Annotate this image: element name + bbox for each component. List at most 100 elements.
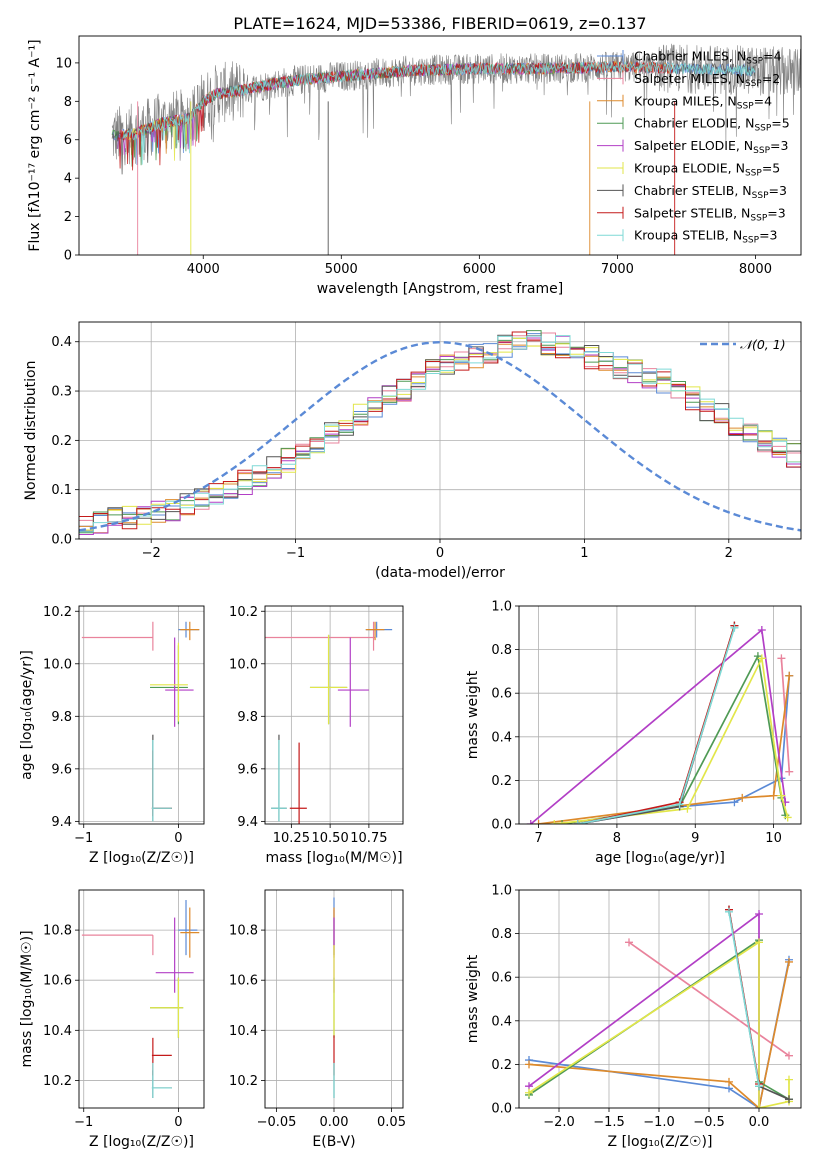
y-tick-label: 1.0 [491, 600, 512, 615]
mass-vs-ebv-frame [264, 889, 404, 1109]
legend-entry: Chabrier STELIB, NSSP=3 [634, 183, 787, 201]
normal-curve [79, 340, 801, 532]
x-tick-label: 4000 [187, 262, 220, 277]
weight-marker [534, 820, 543, 824]
weight-vs-age-frame [518, 605, 802, 825]
x-tick-label: 1 [580, 546, 588, 561]
weight-marker [785, 957, 793, 966]
mass-vs-z-axes: −1 0 10.2 10.4 10.6 10.8 Z [log₁₀(Z/Z☉)] mass [… [19, 889, 205, 1150]
observed-spectrum [111, 43, 801, 166]
y-tick-label: 0.4 [51, 335, 72, 350]
weight-marker [675, 800, 684, 809]
x-tick-label: 0 [436, 546, 444, 561]
y-tick-label: 10.8 [43, 924, 72, 939]
weight-marker [755, 909, 763, 918]
weight-line-chabrier-stelib [577, 625, 736, 824]
weight-marker [785, 671, 794, 680]
weight-marker [777, 654, 786, 663]
weight-marker [755, 1082, 763, 1091]
y-tick-label: 0.8 [491, 643, 512, 658]
histogram-chabrier-elodie [79, 330, 801, 534]
y-axis-label: Normed distribution [23, 361, 39, 501]
weight-marker [755, 1104, 763, 1108]
weight-marker [783, 813, 792, 822]
y-axis-label: Flux [fλ10⁻¹⁷ erg cm⁻² s⁻¹ A⁻¹] [27, 39, 43, 251]
x-tick-label: 10.25 [273, 831, 310, 846]
x-tick-label: 8 [613, 831, 621, 846]
x-tick-label: 6000 [463, 262, 496, 277]
y-tick-label: 9.6 [237, 762, 258, 777]
age-vs-mass-plot-area [265, 621, 393, 824]
x-tick-label: 0.0 [749, 1115, 770, 1130]
legend-entry: Kroupa STELIB, NSSP=3 [634, 228, 778, 246]
y-tick-label: 0.4 [491, 1014, 512, 1029]
legend-entry: 𝒩(0, 1) [740, 337, 786, 352]
y-tick-label: 0.2 [491, 1058, 512, 1073]
x-axis-label: (data-model)/error [375, 565, 505, 581]
histogram-kroupa-stelib [79, 335, 801, 533]
y-tick-label: 10.6 [229, 974, 258, 989]
weight-marker [738, 793, 747, 802]
mass-vs-z-plot-area [81, 900, 200, 1098]
weight-marker [526, 820, 535, 824]
weight-vs-z-plot-area [525, 905, 793, 1108]
y-tick-label: 0.6 [491, 687, 512, 702]
y-tick-label: 6 [64, 133, 72, 148]
y-tick-label: 2 [64, 210, 72, 225]
weight-marker [525, 1060, 533, 1069]
x-tick-label: −0.5 [693, 1115, 725, 1130]
x-tick-label: −1.0 [643, 1115, 675, 1130]
y-tick-label: 10.2 [229, 605, 258, 620]
weight-marker [725, 1077, 733, 1086]
y-tick-label: 10.2 [229, 1074, 258, 1089]
spectrum-frame [78, 35, 802, 256]
weight-marker [683, 804, 692, 813]
mass-vs-ebv-axes: −0.05 0.00 0.05 10.2 10.4 10.6 10.8 E(B-V) [229, 889, 406, 1150]
x-axis-label: mass [log₁₀(M/M☉)] [265, 850, 402, 866]
x-tick-label: 7000 [601, 262, 634, 277]
y-tick-label: 10.6 [43, 974, 72, 989]
x-tick-label: −2 [142, 546, 161, 561]
weight-line-chabrier-elodie [561, 653, 787, 824]
x-axis-label: age [log₁₀(age/yr)] [595, 850, 725, 866]
y-tick-label: 10.0 [43, 657, 72, 672]
y-axis-label: age [log₁₀(age/yr)] [19, 650, 35, 780]
y-tick-label: 9.6 [51, 762, 72, 777]
x-tick-label: 9 [691, 831, 699, 846]
x-tick-label: 10.75 [350, 831, 387, 846]
y-tick-label: 0.6 [491, 971, 512, 986]
weight-line-salpeter-miles [780, 658, 791, 772]
y-tick-label: 0.0 [491, 1102, 512, 1117]
x-axis-label: Z [log₁₀(Z/Z☉)] [608, 1134, 713, 1150]
x-tick-label: −1 [74, 1115, 93, 1130]
x-tick-label: 10.50 [312, 831, 349, 846]
age-vs-z-plot-area [81, 621, 200, 822]
weight-marker [757, 625, 766, 634]
x-tick-label: 7 [534, 831, 542, 846]
weight-marker [757, 654, 766, 663]
weight-marker [785, 1095, 793, 1104]
y-tick-label: 0 [64, 249, 72, 264]
y-tick-label: 10.4 [229, 1024, 258, 1039]
x-tick-label: −2.0 [543, 1115, 575, 1130]
age-vs-z-frame [78, 605, 205, 825]
weight-marker [777, 791, 786, 800]
y-tick-label: 4 [64, 172, 72, 187]
y-tick-label: 0.0 [491, 818, 512, 833]
age-vs-mass-axes: 10.25 10.50 10.75 9.4 9.6 9.8 10.0 10.2 mass [lo… [229, 605, 404, 866]
y-tick-label: 0.8 [491, 927, 512, 942]
y-tick-label: 0.2 [51, 434, 72, 449]
y-tick-label: 1.0 [491, 884, 512, 899]
weight-marker [573, 820, 582, 824]
weight-marker [558, 820, 567, 824]
weight-line-kroupa-stelib [577, 627, 736, 824]
histogram-plot-area [79, 330, 801, 535]
y-axis-label: mass [log₁₀(M/M☉)] [19, 930, 35, 1067]
x-axis-label: Z [log₁₀(Z/Z☉)] [89, 1134, 194, 1150]
legend-entry: Chabrier MILES, NSSP=4 [634, 49, 782, 67]
x-tick-label: 0 [174, 831, 182, 846]
y-tick-label: 10 [55, 56, 72, 71]
weight-marker [525, 1088, 533, 1097]
histogram-axes: −2 −1 0 1 2 0.0 0.1 0.2 0.3 0.4 (data-model)/error… [23, 321, 802, 581]
